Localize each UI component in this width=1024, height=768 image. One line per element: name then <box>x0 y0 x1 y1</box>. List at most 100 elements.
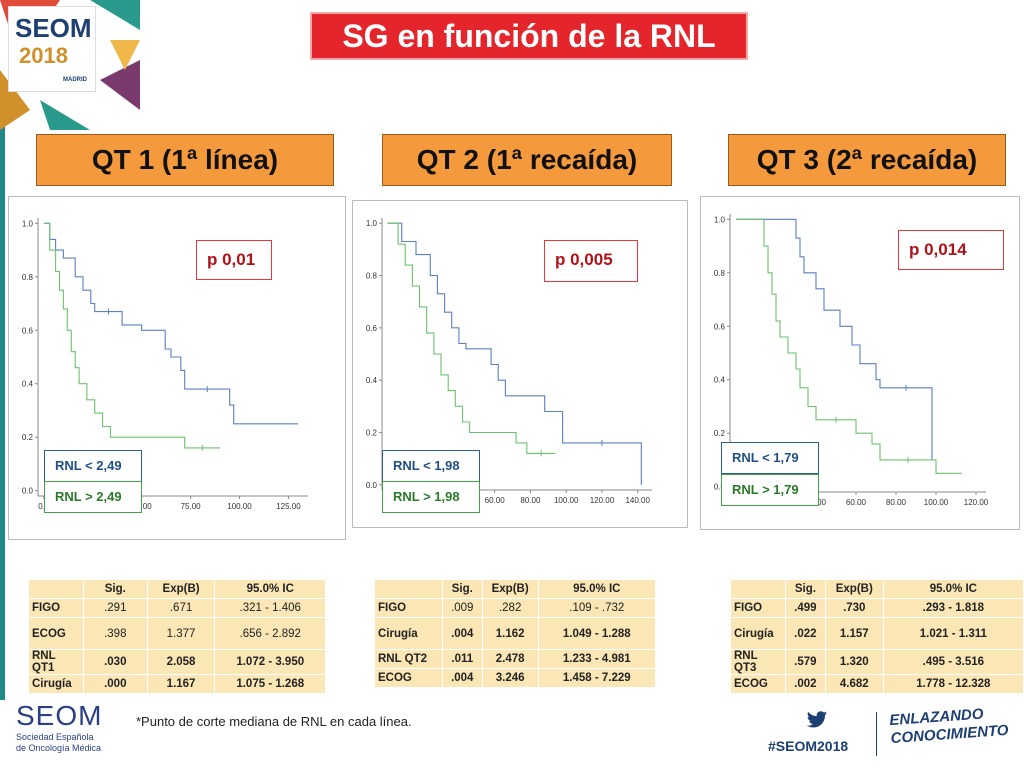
y-tick-label: 0.4 <box>366 376 378 385</box>
table-cell: .282 <box>481 598 539 618</box>
survival-curve-low <box>736 218 933 460</box>
y-tick-label: 0.6 <box>714 322 726 331</box>
table-cell: .000 <box>82 674 148 694</box>
table-row: FIGO .009.282.109 - .732 <box>374 598 657 618</box>
table-row-label: FIGO <box>730 598 786 618</box>
table-header-cell <box>374 579 443 599</box>
table-row: ECOG .002 4.682 1.778 - 12.328 <box>730 674 1024 694</box>
section-header-qt3: QT 3 (2ª recaída) <box>728 134 1006 186</box>
table-row: ECOG .004 3.246 1.458 - 7.229 <box>374 668 657 688</box>
logo-year: 2018 <box>19 43 68 68</box>
table-header-cell: Exp(B) <box>824 579 884 599</box>
table-cell: .291 <box>82 598 148 618</box>
table-cell: 2.058 <box>146 649 216 675</box>
table-header-row: Sig. Exp(B) 95.0% IC <box>28 579 326 599</box>
table-row: Cirugía .022 1.157 1.021 - 1.311 <box>730 617 1024 650</box>
x-tick-label: 100.00 <box>924 498 949 507</box>
table-header-cell: 95.0% IC <box>214 579 326 599</box>
table-cell: 1.320 <box>824 649 884 675</box>
table-cell: .293 - 1.818 <box>882 598 1024 618</box>
table-row-label: Cirugía <box>374 617 443 650</box>
table-cell: 1.072 - 3.950 <box>214 649 326 675</box>
table-row-label: RNL QT3 <box>730 649 786 675</box>
table-row-label: Cirugía <box>730 617 786 650</box>
table-cell: 1.458 - 7.229 <box>537 668 657 688</box>
legend-high-qt1: RNL > 2,49 <box>44 481 142 513</box>
x-tick-label: 125.00 <box>276 502 301 511</box>
y-tick-label: 0.2 <box>714 429 726 438</box>
table-header-cell: Sig. <box>441 579 483 599</box>
table-cell: 1.021 - 1.311 <box>882 617 1024 650</box>
table-cell: .398 <box>82 617 148 650</box>
x-tick-label: 60.00 <box>846 498 867 507</box>
cox-table-qt3: Sig. Exp(B) 95.0% IC FIGO .499.730.293 - 1.8… <box>730 579 1024 694</box>
y-tick-label: 0.8 <box>714 269 726 278</box>
x-tick-label: 75.00 <box>181 502 202 511</box>
table-row: FIGO .499.730.293 - 1.818 <box>730 598 1024 618</box>
cox-table-qt1: Sig. Exp(B) 95.0% IC FIGO .291.671.321 - 1.4… <box>28 579 326 694</box>
table-cell: .004 <box>441 668 483 688</box>
section-header-qt1: QT 1 (1ª línea) <box>36 134 334 186</box>
table-row-label: FIGO <box>28 598 84 618</box>
table-cell: 1.778 - 12.328 <box>882 674 1024 694</box>
y-tick-label: 0.6 <box>22 326 34 335</box>
y-tick-label: 1.0 <box>366 219 378 228</box>
survival-curve-low <box>43 222 299 425</box>
table-header-cell: Sig. <box>82 579 148 599</box>
logo-name: SEOM <box>15 13 92 43</box>
x-tick-label: 80.00 <box>886 498 907 507</box>
table-cell: 1.167 <box>146 674 216 694</box>
table-row-label: FIGO <box>374 598 443 618</box>
table-cell: 1.233 - 4.981 <box>537 649 657 669</box>
table-row: ECOG .398 1.377.656 - 2.892 <box>28 617 326 650</box>
x-tick-label: 140.00 <box>625 496 650 505</box>
table-row-label: Cirugía <box>28 674 84 694</box>
legend-high-qt3: RNL > 1,79 <box>721 474 819 506</box>
table-header-cell: Sig. <box>784 579 826 599</box>
survival-curve-high <box>736 218 962 474</box>
x-tick-label: 60.00 <box>485 496 506 505</box>
x-tick-label: 120.00 <box>964 498 989 507</box>
y-tick-label: 0.4 <box>714 376 726 385</box>
table-header-cell: 95.0% IC <box>882 579 1024 599</box>
y-tick-label: 0.4 <box>22 380 34 389</box>
footnote: *Punto de corte mediana de RNL en cada l… <box>136 714 412 729</box>
legend-low-qt3: RNL < 1,79 <box>721 442 819 474</box>
y-tick-label: 0.2 <box>366 428 378 437</box>
table-row: RNL QT1.030 2.058 1.072 - 3.950 <box>28 649 326 675</box>
survival-curve-high <box>43 222 220 449</box>
footer-logo-subtitle: de Oncología Médica <box>16 743 102 753</box>
y-tick-label: 0.0 <box>714 483 726 492</box>
y-tick-label: 0.2 <box>22 433 34 442</box>
x-tick-label: 120.00 <box>590 496 615 505</box>
table-header-row: Sig. Exp(B) 95.0% IC <box>374 579 657 599</box>
p-value-qt2: p 0,005 <box>544 240 638 282</box>
table-cell: .009 <box>441 598 483 618</box>
seom-logo: SEOM 2018 MADRID <box>0 0 140 130</box>
page-title: SG en función de la RNL <box>310 12 748 60</box>
twitter-icon <box>806 711 828 728</box>
cox-table-qt2: Sig. Exp(B) 95.0% IC FIGO .009.282.109 - .73… <box>374 579 657 688</box>
table-cell: .004 <box>441 617 483 650</box>
x-tick-label: 100.00 <box>227 502 252 511</box>
table-cell: 2.478 <box>481 649 539 669</box>
table-header-cell: Exp(B) <box>146 579 216 599</box>
table-cell: .579 <box>784 649 826 675</box>
section-header-qt2: QT 2 (1ª recaída) <box>382 134 672 186</box>
y-tick-label: 0.8 <box>366 272 378 281</box>
y-tick-label: 0.0 <box>22 487 34 496</box>
table-cell: .499 <box>784 598 826 618</box>
slogan: ENLAZANDO CONOCIMIENTO <box>889 704 1009 748</box>
hashtag: #SEOM2018 <box>768 738 849 754</box>
table-header-row: Sig. Exp(B) 95.0% IC <box>730 579 1024 599</box>
footer-logo-name: SEOM <box>16 700 103 731</box>
table-cell: .495 - 3.516 <box>882 649 1024 675</box>
y-tick-label: 0.6 <box>366 324 378 333</box>
table-row-label: ECOG <box>730 674 786 694</box>
table-header-cell <box>28 579 84 599</box>
y-tick-label: 0.8 <box>22 273 34 282</box>
table-cell: .011 <box>441 649 483 669</box>
legend-low-qt1: RNL < 2,49 <box>44 450 142 482</box>
survival-curve-high <box>387 222 556 454</box>
logo-box: SEOM 2018 MADRID <box>8 6 96 92</box>
